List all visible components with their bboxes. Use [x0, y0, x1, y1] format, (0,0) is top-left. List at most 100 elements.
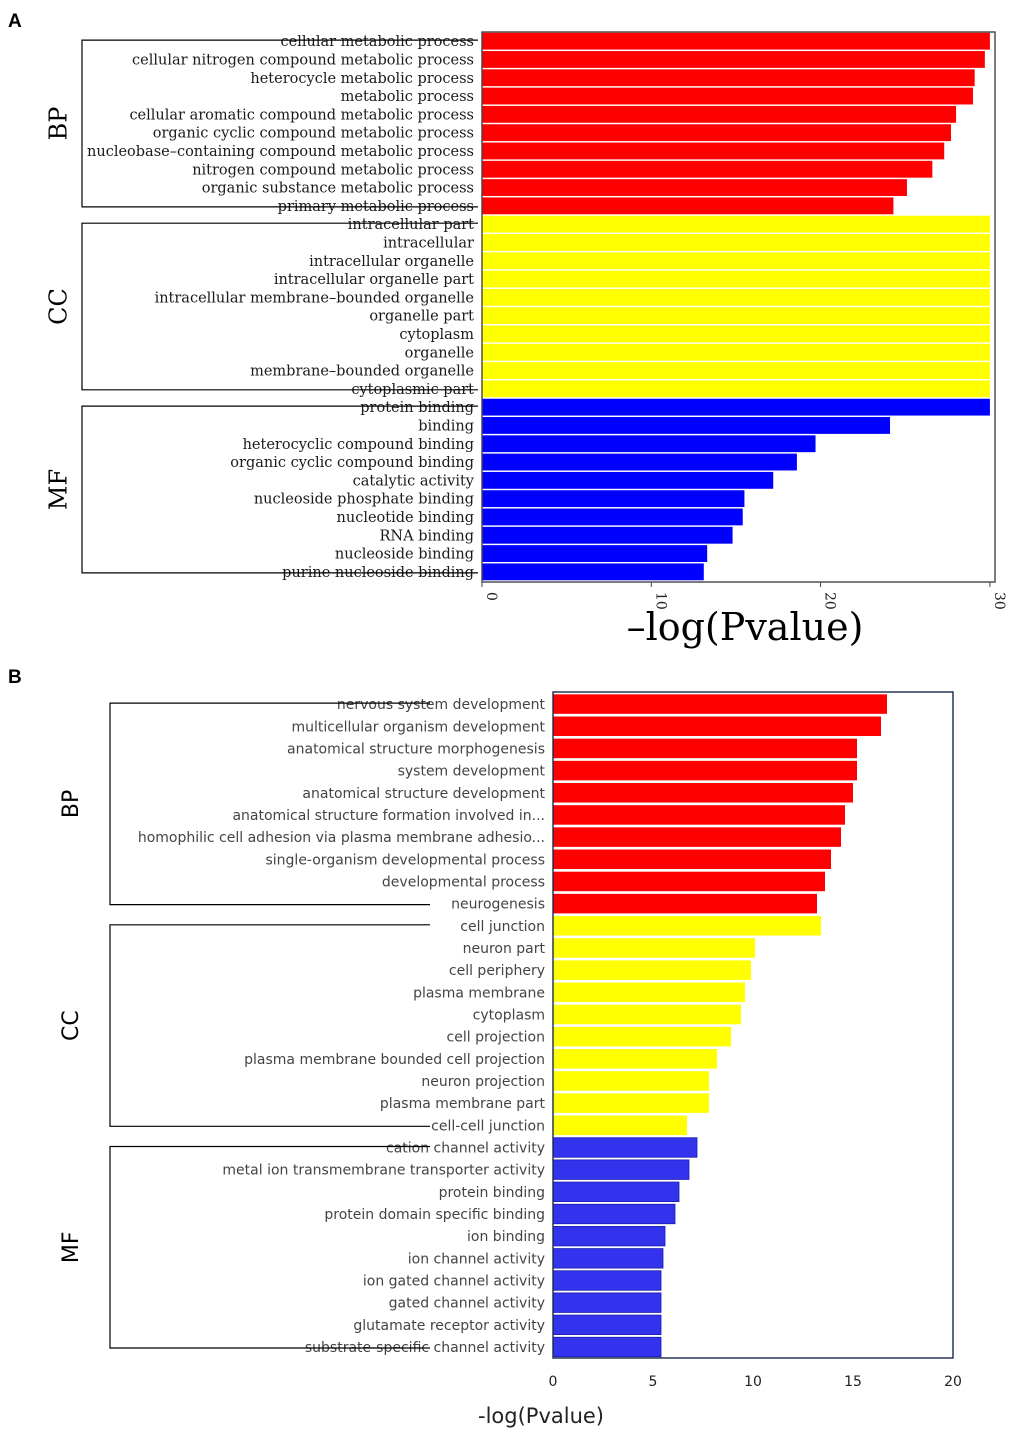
- panel-b-bar-single-organism-developmental-process: [553, 849, 831, 870]
- panel-b-bar-developmental-process: [553, 871, 825, 892]
- panel-b-bar-gated-channel-activity: [552, 1292, 662, 1313]
- panel-a-x-tick-label: 20: [822, 592, 838, 610]
- panel-a-plot-frame: [481, 31, 996, 583]
- panel-a-bar-cellular-nitrogen-compound-metabolic-process: [482, 51, 985, 68]
- panel-b-bar-nervous-system-development: [553, 694, 887, 714]
- panel-a-category-label: intracellular membrane–bounded organelle: [155, 290, 474, 306]
- panel-a-bar-organelle: [482, 343, 990, 361]
- panel-b-category-label: protein domain specific binding: [324, 1207, 545, 1223]
- panel-a-bar-intracellular-membrane-bounded-organelle: [482, 288, 990, 306]
- panel-a-category-label: organic cyclic compound binding: [230, 455, 474, 471]
- panel-a-category-label: heterocyclic compound binding: [243, 437, 474, 453]
- panel-b-category-label: gated channel activity: [389, 1296, 545, 1312]
- panel-a-category-label: heterocycle metabolic process: [250, 71, 474, 87]
- panel-a-category-label: nucleobase–containing compound metabolic…: [87, 144, 474, 160]
- panel-b-bar-protein-domain-specific-binding: [552, 1203, 676, 1225]
- panel-a-bar-organic-substance-metabolic-process: [482, 179, 907, 196]
- panel-a-bar-protein-binding: [482, 398, 990, 416]
- panel-b-category-label: cytoplasm: [473, 1007, 545, 1023]
- panel-a-bar-cellular-aromatic-compound-metabolic-process: [482, 105, 957, 123]
- panel-b-bar-neuron-part: [553, 938, 755, 958]
- panel-a-bar-binding: [482, 417, 891, 434]
- panel-a-bar-organelle-part: [482, 307, 990, 325]
- panel-b-bar-plasma-membrane-part: [553, 1093, 709, 1113]
- panel-a-bar-catalytic-activity: [482, 471, 774, 489]
- panel-b-category-label: ion binding: [467, 1229, 545, 1245]
- panel-a-bar-nucleobase-containing-compound-metabolic-process: [482, 142, 945, 160]
- panel-a-bar-intracellular-part: [482, 215, 990, 233]
- panel-a-bar-purine-nucleoside-binding: [482, 563, 704, 581]
- panel-a-bar-heterocyclic-compound-binding: [482, 435, 816, 453]
- panel-b-bar-cell-junction: [553, 916, 821, 936]
- panel-a-bar-cellular-metabolic-process: [482, 32, 990, 50]
- panel-a-bar-intracellular: [482, 234, 990, 251]
- panel-b-bar-neuron-projection: [553, 1071, 709, 1091]
- panel-b-x-tick-label: 20: [944, 1374, 962, 1390]
- panel-b-bar-anatomical-structure-morphogenesis: [553, 738, 857, 759]
- panel-a-category-label: cellular metabolic process: [281, 34, 474, 50]
- panel-b-bar-ion-channel-activity: [552, 1248, 664, 1269]
- panel-a-category-label: protein binding: [360, 400, 474, 416]
- panel-a-category-label: nucleotide binding: [337, 510, 474, 526]
- panel-a-category-label: intracellular: [383, 235, 474, 251]
- panel-b-bar-substrate-specific-channel-activity: [552, 1336, 662, 1358]
- panel-b-category-label: metal ion transmembrane transporter acti…: [222, 1163, 545, 1179]
- panel-b-group-label-bp: BP: [59, 790, 84, 818]
- panel-a-x-tick-label: 30: [991, 592, 1007, 610]
- panel-a-x-tick-label: 0: [483, 592, 499, 601]
- panel-a-bar-metabolic-process: [482, 87, 973, 105]
- panel-b-category-label: anatomical structure morphogenesis: [287, 741, 545, 757]
- panel-a-group-label-mf: MF: [45, 469, 73, 510]
- panel-a-bar-intracellular-organelle: [482, 252, 990, 270]
- panel-b-bar-cytoplasm: [553, 1004, 741, 1025]
- panel-b-category-label: nervous system development: [337, 697, 546, 713]
- panel-a-category-label: organelle: [405, 345, 474, 361]
- panel-b-bar-cell-periphery: [553, 960, 751, 980]
- panel-a-bar-rna-binding: [482, 526, 733, 544]
- panel-b-category-label: anatomical structure development: [302, 786, 545, 802]
- panel-a-category-label: cellular aromatic compound metabolic pro…: [129, 107, 474, 123]
- panel-b-category-label: neurogenesis: [451, 897, 545, 913]
- panel-a-category-label: membrane–bounded organelle: [250, 364, 474, 380]
- panel-b-x-tick-label: 15: [844, 1374, 862, 1390]
- panel-a-group-bracket-cc: [81, 222, 478, 391]
- panel-a-bar-organic-cyclic-compound-binding: [482, 453, 797, 471]
- panel-a-bar-primary-metabolic-process: [482, 197, 894, 215]
- panel-a-category-label: intracellular organelle: [309, 254, 474, 270]
- panel-b-bar-system-development: [553, 760, 857, 781]
- panel-b-group-bracket-bp: [109, 702, 430, 906]
- panel-a-category-label: organic cyclic compound metabolic proces…: [153, 126, 474, 142]
- panel-a-category-label: intracellular part: [348, 217, 474, 233]
- panel-b-bar-ion-binding: [552, 1226, 666, 1247]
- panel-a-category-label: nucleoside binding: [335, 547, 474, 563]
- panel-b-bar-homophilic-cell-adhesion-via-plasma-membrane-adhesio: [553, 827, 841, 847]
- panel-a-category-label: binding: [418, 418, 474, 434]
- panel-b-bar-neurogenesis: [553, 893, 817, 914]
- panel-a-category-label: RNA binding: [380, 528, 474, 544]
- panel-b-bar-protein-binding: [552, 1181, 680, 1202]
- panel-a-category-label: organic substance metabolic process: [202, 181, 474, 197]
- panel-b-bar-multicellular-organism-development: [553, 716, 881, 737]
- panel-b-bar-ion-gated-channel-activity: [552, 1270, 662, 1291]
- panel-b-x-tick-label: 10: [744, 1374, 762, 1390]
- panel-b-category-label: multicellular organism development: [292, 719, 546, 735]
- panel-a-bar-cytoplasmic-part: [482, 380, 990, 398]
- panel-a-bar-membrane-bounded-organelle: [482, 362, 990, 379]
- panel-b-category-label: single-organism developmental process: [265, 852, 545, 868]
- panel-a-bar-nitrogen-compound-metabolic-process: [482, 160, 933, 178]
- panel-b-category-label: ion gated channel activity: [363, 1274, 545, 1290]
- panel-a-bar-nucleotide-binding: [482, 508, 743, 526]
- panel-b-category-label: neuron part: [463, 941, 546, 957]
- panel-b-group-label-mf: MF: [59, 1231, 84, 1263]
- panel-b-category-label: cell periphery: [449, 963, 545, 979]
- panel-b-category-label: protein binding: [439, 1185, 545, 1201]
- panel-a-category-label: metabolic process: [341, 89, 474, 105]
- panel-b-group-bracket-cc: [109, 924, 430, 1127]
- panel-a-bar-cytoplasm: [482, 325, 990, 343]
- panel-a-bar-heterocycle-metabolic-process: [482, 69, 975, 87]
- panel-a-category-label: catalytic activity: [353, 473, 475, 489]
- panel-b-category-label: homophilic cell adhesion via plasma memb…: [138, 830, 545, 846]
- panel-b-x-tick-label: 0: [549, 1374, 558, 1390]
- panel-b-x-tick-label: 5: [649, 1374, 658, 1390]
